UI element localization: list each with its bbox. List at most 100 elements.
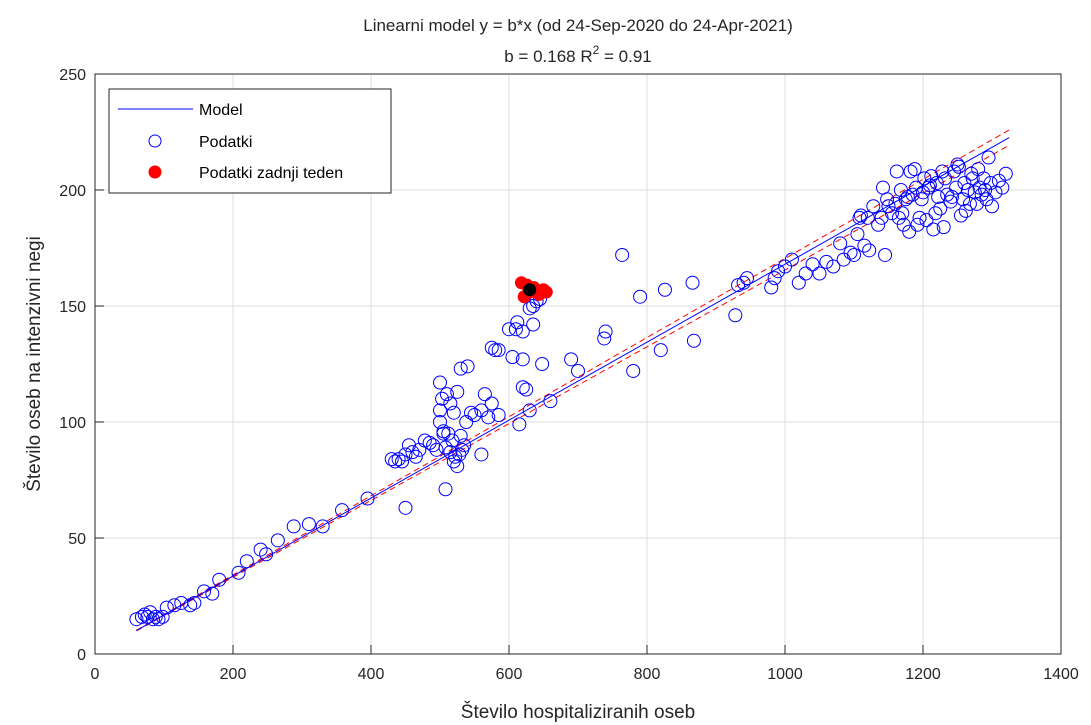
data-point: [929, 176, 944, 191]
x-tick-label: 1200: [905, 666, 941, 683]
data-point: [491, 343, 506, 358]
data-point: [259, 547, 274, 562]
data-point: [981, 150, 996, 165]
data-point: [969, 196, 984, 211]
data-point: [898, 192, 913, 207]
data-point: [148, 609, 163, 624]
subtitle-prefix: b = 0.168 R: [504, 47, 592, 66]
data-point: [505, 350, 520, 365]
data-point: [938, 171, 953, 186]
data-point: [151, 612, 166, 627]
data-point: [286, 519, 301, 534]
data-point: [515, 380, 530, 395]
data-point: [270, 533, 285, 548]
data-point: [301, 517, 316, 532]
data-point: [433, 375, 447, 390]
data-point: [852, 210, 867, 225]
last-week-point: [539, 285, 553, 299]
data-point: [443, 445, 458, 460]
data-point: [889, 164, 904, 179]
data-point: [653, 343, 668, 358]
x-tick-label: 400: [358, 666, 385, 683]
data-point: [931, 189, 946, 204]
data-point: [819, 254, 834, 269]
data-point: [685, 275, 700, 290]
data-point: [145, 612, 160, 627]
data-point: [502, 322, 516, 337]
data-point: [526, 317, 541, 332]
data-point: [935, 164, 950, 179]
data-point: [812, 266, 827, 281]
data-point: [995, 180, 1010, 195]
data-point: [395, 454, 410, 469]
data-point: [484, 340, 499, 355]
data-point: [843, 245, 858, 260]
legend-model-label: Model: [199, 102, 243, 119]
data-point: [950, 157, 965, 172]
data-point: [798, 266, 813, 281]
y-tick-label: 100: [59, 415, 86, 432]
data-point: [907, 162, 922, 177]
data-point: [884, 206, 899, 221]
data-point: [398, 500, 413, 515]
data-point: [183, 598, 198, 613]
subtitle-superscript: 2: [593, 43, 600, 57]
legend-last-week-label: Podatki zadnji teden: [199, 165, 343, 182]
data-point: [457, 438, 472, 453]
data-point: [446, 405, 461, 420]
data-point: [853, 208, 868, 223]
data-point: [453, 428, 468, 443]
data-point: [958, 203, 973, 218]
y-tick-label: 250: [59, 67, 86, 84]
data-point: [239, 554, 254, 569]
data-point: [435, 391, 450, 406]
data-point: [597, 331, 612, 346]
subtitle-suffix: = 0.91: [599, 47, 651, 66]
data-points: [129, 150, 1013, 627]
data-point: [134, 609, 149, 624]
x-axis-label: Število hospitaliziranih oseb: [461, 701, 695, 723]
data-point: [895, 206, 910, 221]
data-point: [957, 176, 972, 191]
model-ci-lower-line: [136, 144, 1010, 632]
data-point: [519, 382, 534, 397]
model-line: [136, 137, 1010, 632]
data-point: [903, 164, 918, 179]
data-point: [962, 196, 977, 211]
data-point: [985, 199, 999, 214]
data-point: [847, 247, 861, 262]
data-point: [335, 503, 350, 518]
data-point: [949, 180, 964, 195]
data-point: [914, 192, 929, 207]
plot-frame: [94, 73, 1062, 655]
data-point: [508, 322, 523, 337]
data-point: [902, 224, 917, 239]
data-point: [917, 171, 932, 186]
chart-title: Linearni model y = b*x (od 24-Sep-2020 d…: [363, 16, 793, 35]
data-point: [933, 201, 948, 216]
data-point: [998, 166, 1013, 181]
data-point: [978, 183, 993, 197]
data-point: [384, 452, 399, 467]
model-lines: [136, 129, 1010, 632]
data-point: [871, 217, 886, 232]
data-point: [450, 384, 465, 399]
data-point: [728, 308, 743, 323]
data-point: [450, 459, 465, 474]
data-point: [862, 243, 877, 258]
data-point: [433, 403, 447, 418]
data-point: [452, 447, 467, 462]
data-point: [515, 352, 530, 367]
data-point: [967, 185, 982, 200]
legend-data-marker: [148, 134, 162, 148]
data-point: [740, 271, 755, 286]
data-point: [231, 565, 246, 580]
data-point: [857, 238, 872, 253]
data-point: [391, 452, 406, 467]
data-point: [436, 424, 451, 439]
data-point: [791, 275, 806, 290]
legend-last-week-marker: [148, 165, 162, 179]
axis-ticks: 0 200 400 600 800 1000 1200 1400 0 50 100 150 200 250: [59, 67, 1079, 683]
data-point: [633, 289, 648, 304]
